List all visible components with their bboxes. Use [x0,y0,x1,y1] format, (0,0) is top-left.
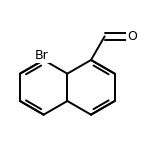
Text: Br: Br [35,50,49,63]
Text: O: O [127,30,137,43]
